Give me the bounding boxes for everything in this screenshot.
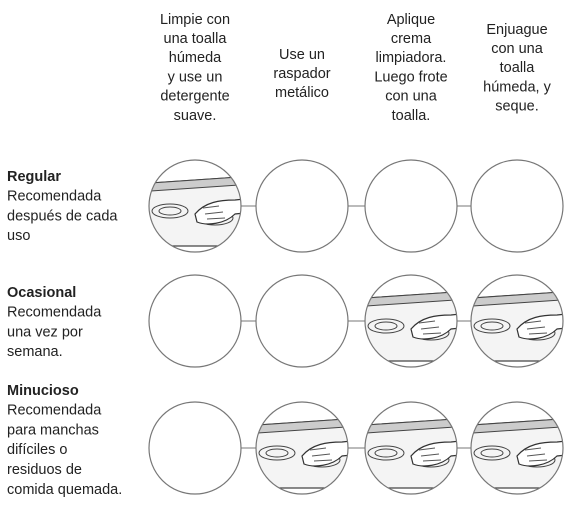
cell (470, 401, 564, 495)
column-header-line: Enjuague (486, 22, 547, 38)
cell (364, 159, 458, 253)
row-description-line: difíciles o (7, 442, 67, 458)
column-header-line: suave. (174, 108, 217, 124)
column-header-line: y use un (168, 69, 223, 85)
row-description-line: después de cada (7, 208, 118, 224)
row-description-line: semana. (7, 344, 63, 360)
step-circle (470, 274, 564, 368)
step-circle (364, 274, 458, 368)
step-circle (470, 159, 564, 253)
stove-image (471, 290, 563, 362)
column-header-line: una toalla (164, 31, 228, 47)
cell (255, 401, 349, 495)
cell (470, 274, 564, 368)
stove-image (471, 417, 563, 489)
column-header-line: detergente (160, 89, 229, 105)
row-description-line: Recomendada (7, 305, 102, 321)
column-header-line: raspador (273, 66, 330, 82)
column-header-line: Limpie con (160, 12, 230, 28)
row-description-line: uso (7, 228, 30, 244)
column-header-line: crema (391, 31, 432, 47)
illustration (471, 290, 563, 362)
row-description-line: residuos de (7, 462, 82, 478)
row-description-line: Recomendada (7, 189, 102, 205)
row-title: Regular (7, 169, 61, 185)
row-description-line: una vez por (7, 324, 83, 340)
cell (148, 274, 242, 368)
step-circle (364, 401, 458, 495)
column-header-line: Use un (279, 47, 325, 63)
cell (255, 159, 349, 253)
step-circle (148, 274, 242, 368)
cell (255, 274, 349, 368)
step-circle (148, 159, 242, 253)
column-header-line: con una (491, 41, 544, 57)
cell (148, 159, 242, 253)
column-header-line: húmeda (169, 50, 222, 66)
row-title: Ocasional (7, 285, 76, 301)
step-circle (255, 401, 349, 495)
column-header-line: húmeda, y (483, 79, 551, 95)
row-description-line: comida quemada. (7, 482, 122, 498)
illustration (471, 417, 563, 489)
step-circle (364, 159, 458, 253)
column-header-line: Luego frote (374, 69, 447, 85)
column-header-line: toalla. (392, 108, 431, 124)
column-header-line: toalla (500, 60, 536, 76)
row-description-line: para manchas (7, 422, 99, 438)
column-header-line: con una (385, 89, 438, 105)
column-header-line: limpiadora. (376, 50, 447, 66)
step-circle (470, 401, 564, 495)
cell (148, 401, 242, 495)
row-description-line: Recomendada (7, 403, 102, 419)
step-circle (255, 159, 349, 253)
column-header-line: metálico (275, 85, 329, 101)
cell (470, 159, 564, 253)
cell (364, 401, 458, 495)
cell (364, 274, 458, 368)
row-title: Minucioso (7, 383, 79, 399)
step-circle (255, 274, 349, 368)
column-header-line: Aplique (387, 12, 435, 28)
step-circle (148, 401, 242, 495)
column-header-line: seque. (495, 99, 539, 115)
